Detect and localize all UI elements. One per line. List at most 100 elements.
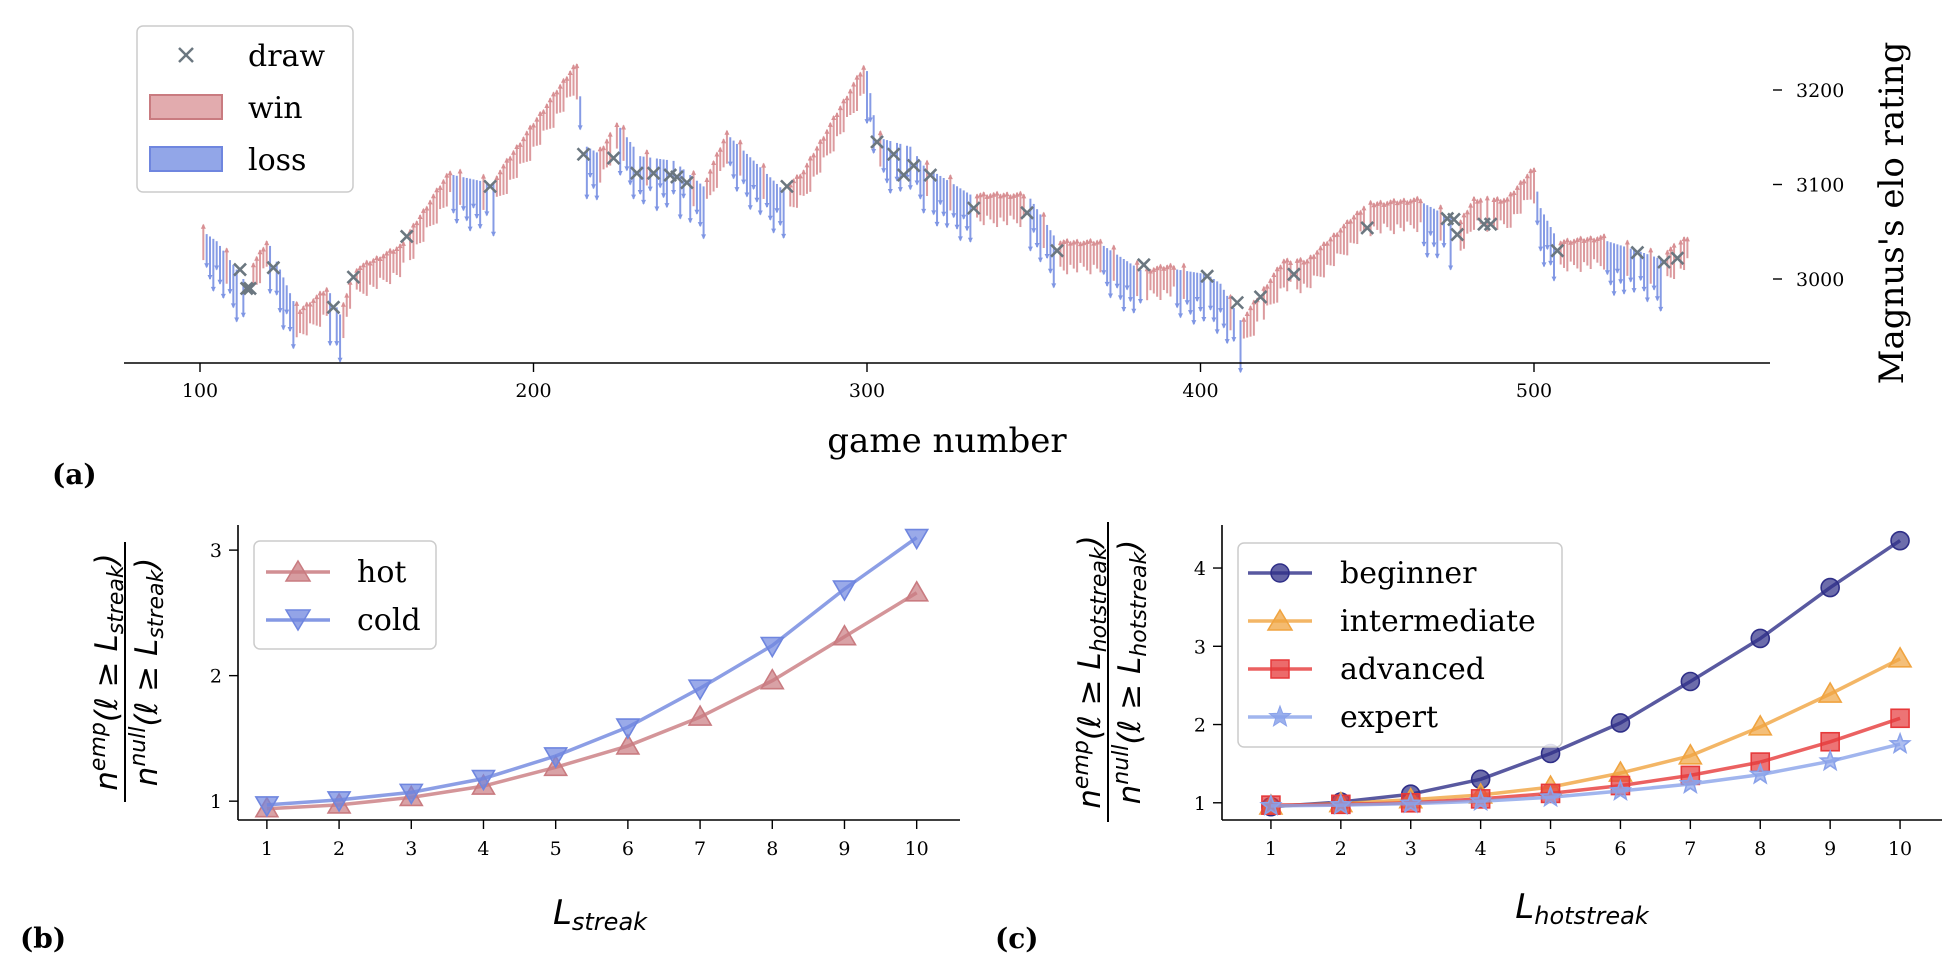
win-arrowhead xyxy=(1681,236,1687,242)
win-arrowhead xyxy=(524,130,530,136)
win-arrowhead xyxy=(444,172,450,178)
loss-arrowhead xyxy=(1448,265,1454,271)
win-arrowhead xyxy=(504,157,510,163)
win-arrowhead xyxy=(607,131,613,137)
win-arrowhead xyxy=(1181,262,1187,268)
loss-arrowhead xyxy=(1614,268,1620,274)
x-tick-label: 200 xyxy=(515,380,551,402)
y-tick-label: 2 xyxy=(1194,715,1206,737)
win-arrowhead xyxy=(604,138,610,144)
legend-beginner-label: beginner xyxy=(1340,556,1477,591)
y-tick-label: 3 xyxy=(1194,636,1206,658)
series-expert-point xyxy=(1818,749,1842,772)
loss-arrowhead xyxy=(654,206,660,212)
series-expert-point xyxy=(1259,793,1283,816)
win-arrowhead xyxy=(574,63,580,69)
loss-arrowhead xyxy=(1424,253,1430,259)
loss-arrowhead xyxy=(1031,228,1037,234)
loss-arrowhead xyxy=(474,213,480,219)
win-arrowhead xyxy=(497,169,503,175)
loss-arrowhead xyxy=(897,187,903,193)
draw-marker xyxy=(1136,257,1151,272)
x-tick-label: 8 xyxy=(766,838,778,860)
win-arrowhead xyxy=(1531,167,1537,173)
win-arrowhead xyxy=(1334,231,1340,237)
win-arrowhead xyxy=(387,247,393,253)
draw-marker xyxy=(576,147,591,162)
series-intermediate-point xyxy=(1887,646,1913,668)
draw-markers xyxy=(233,135,1685,315)
loss-arrowhead xyxy=(934,221,940,227)
win-arrowhead xyxy=(1358,209,1364,215)
y-axis-label: Magnus's elo rating xyxy=(1872,42,1912,385)
series-cold-point xyxy=(832,580,857,602)
win-arrowhead xyxy=(250,262,256,268)
legend-loss-swatch xyxy=(149,146,223,172)
loss-arrowhead xyxy=(1224,339,1230,345)
loss-arrowhead xyxy=(681,193,687,199)
y-axis-label: nemp(ℓ ≥ Lstreak) nnull(ℓ ≥ Lstreak) xyxy=(86,542,169,802)
loss-arrowhead xyxy=(867,117,873,123)
win-arrowhead xyxy=(1157,263,1163,269)
win-arrowhead xyxy=(1578,235,1584,241)
x-axis-label: game number xyxy=(827,421,1067,461)
loss-arrowhead xyxy=(741,179,747,185)
loss-arrowhead xyxy=(1231,337,1237,343)
loss-arrowhead xyxy=(587,172,593,178)
win-arrowhead xyxy=(1328,236,1334,242)
win-arrowhead xyxy=(1004,191,1010,197)
win-arrowhead xyxy=(1097,238,1103,244)
win-arrowhead xyxy=(761,162,767,168)
series-cold-point xyxy=(759,636,785,659)
win-arrowhead xyxy=(317,290,323,296)
loss-arrowhead xyxy=(677,214,683,220)
win-arrowhead xyxy=(797,173,803,179)
loss-arrowhead xyxy=(637,189,643,195)
loss-arrowhead xyxy=(1044,254,1050,259)
loss-arrowhead xyxy=(864,119,870,125)
series-expert-line xyxy=(1270,742,1901,808)
loss-arrowhead xyxy=(1421,241,1427,247)
series-beginner-point xyxy=(1680,671,1701,692)
win-arrowhead xyxy=(601,145,607,151)
win-arrowhead xyxy=(1324,240,1330,246)
win-arrowhead xyxy=(254,255,260,261)
win-arrowhead xyxy=(510,149,516,155)
loss-arrowhead xyxy=(937,200,943,206)
series-expert-point xyxy=(1329,792,1353,816)
x-tick-label: 300 xyxy=(849,380,885,402)
draw-marker xyxy=(966,201,981,216)
loss-arrowhead xyxy=(1641,286,1647,292)
draw-marker xyxy=(679,175,694,190)
win-arrowhead xyxy=(877,130,883,136)
hotstreak-ratio-chart: 1 2 3 4 5 6 7 8 9 10 1 2 3 4 beginner intermediate ad… xyxy=(1069,522,1942,930)
series-advanced-point xyxy=(1890,708,1910,729)
win-arrowhead xyxy=(1464,209,1470,215)
win-arrowhead xyxy=(434,187,440,193)
loss-arrowhead xyxy=(274,290,280,296)
loss-arrowhead xyxy=(894,176,900,182)
loss-arrowhead xyxy=(747,205,753,211)
win-arrowhead xyxy=(1458,219,1464,225)
legend-intermediate-marker xyxy=(1266,608,1294,631)
win-arrowhead xyxy=(1411,197,1417,203)
elo-rating-chart: 100 200 300 400 500 3000 3100 3200 game number… xyxy=(124,25,1912,461)
win-arrowhead xyxy=(314,294,320,300)
loss-arrowhead xyxy=(230,303,236,309)
win-arrowhead xyxy=(394,245,400,251)
loss-arrowhead xyxy=(1631,288,1637,294)
win-arrowhead xyxy=(360,262,366,268)
win-arrowhead xyxy=(420,207,426,213)
win-arrowhead xyxy=(1074,238,1080,244)
win-arrowhead xyxy=(1624,239,1630,245)
win-arrowhead xyxy=(724,129,730,135)
loss-arrowhead xyxy=(731,174,737,180)
draw-marker xyxy=(243,281,257,296)
win-arrowhead xyxy=(1581,237,1587,243)
loss-arrowhead xyxy=(744,192,750,198)
legend-win-label: win xyxy=(248,91,303,126)
win-arrowhead xyxy=(801,169,807,175)
win-arrowhead xyxy=(811,152,817,158)
loss-arrowhead xyxy=(1431,242,1437,248)
win-arrowhead xyxy=(1161,265,1167,271)
